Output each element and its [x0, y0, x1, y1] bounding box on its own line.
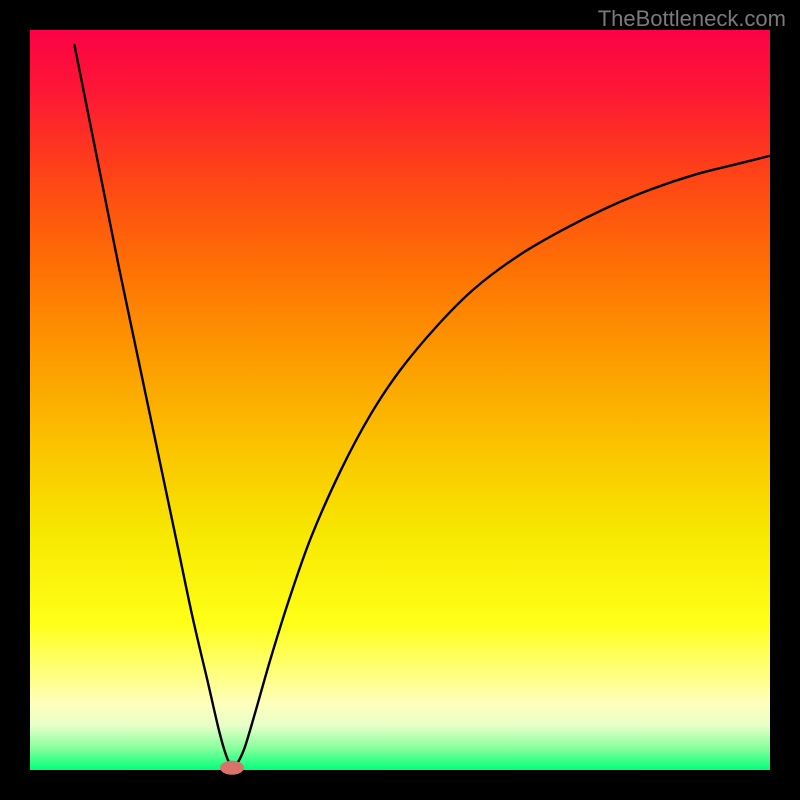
- bottleneck-chart: [0, 0, 800, 800]
- watermark-text: TheBottleneck.com: [598, 6, 786, 32]
- chart-container: TheBottleneck.com: [0, 0, 800, 800]
- optimal-marker: [220, 761, 244, 775]
- plot-background: [30, 30, 770, 770]
